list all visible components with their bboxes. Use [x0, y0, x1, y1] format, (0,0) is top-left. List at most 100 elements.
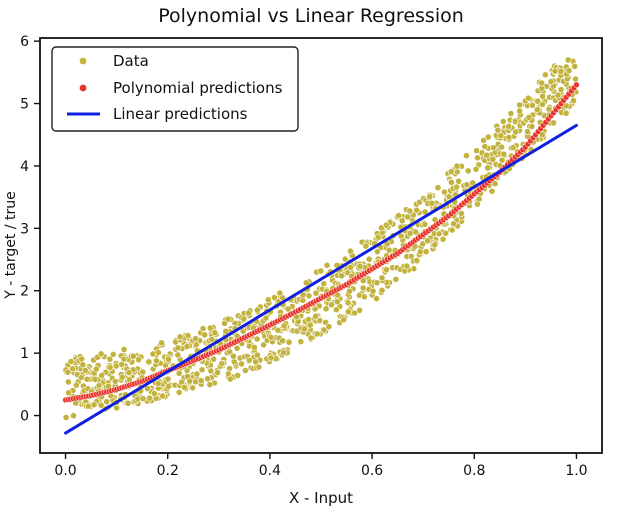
x-tick-label: 0.4	[259, 463, 281, 479]
data-point	[165, 355, 172, 363]
data-point	[164, 375, 172, 383]
data-point	[445, 193, 453, 201]
data-point	[392, 275, 400, 283]
data-point	[211, 329, 219, 336]
data-point	[312, 312, 319, 320]
legend-box	[51, 46, 299, 132]
data-point	[279, 337, 286, 345]
y-tick-label: 6	[20, 34, 29, 50]
data-point	[539, 92, 547, 100]
data-point	[120, 355, 128, 363]
data-point	[406, 230, 414, 237]
data-point	[453, 162, 461, 170]
data-point	[524, 128, 531, 136]
data-point	[154, 380, 162, 387]
data-point	[564, 56, 572, 64]
data-point	[398, 217, 406, 225]
data-point	[245, 356, 253, 364]
data-point	[254, 306, 261, 314]
data-point	[98, 372, 106, 379]
data-point	[541, 71, 549, 79]
data-point	[490, 144, 497, 152]
y-ticks: 0 1 2 3 4 5 6	[20, 34, 40, 425]
linear-prediction-line	[64, 123, 578, 435]
data-point	[346, 247, 354, 255]
data-point	[341, 255, 349, 263]
data-point	[242, 367, 249, 374]
data-point	[103, 398, 111, 406]
data-point	[346, 263, 354, 271]
linear-prediction-series	[64, 123, 578, 435]
data-point	[193, 370, 201, 378]
data-point	[271, 294, 278, 301]
data-point	[373, 295, 380, 303]
data-point	[416, 248, 424, 256]
data-point	[267, 333, 275, 341]
data-point	[224, 315, 232, 323]
data-point	[64, 368, 72, 376]
data-point	[413, 206, 421, 214]
data-point	[154, 349, 162, 356]
data-point	[554, 91, 562, 99]
data-point	[65, 378, 72, 386]
data-point	[306, 321, 314, 329]
y-tick-label: 5	[20, 97, 29, 113]
data-point	[253, 335, 261, 343]
data-point	[176, 333, 184, 341]
x-tick-label: 0.0	[54, 463, 76, 479]
data-point	[165, 382, 172, 390]
data-point	[499, 118, 507, 125]
data-point	[240, 315, 248, 323]
data-point	[362, 242, 370, 250]
data-point	[78, 355, 86, 363]
y-tick-label: 4	[20, 159, 29, 175]
data-point	[280, 322, 288, 330]
data-point	[332, 306, 340, 314]
data-point	[516, 107, 524, 115]
y-tick-label: 3	[20, 221, 29, 237]
data-point	[84, 402, 92, 410]
data-point	[525, 113, 533, 121]
data-point	[472, 165, 480, 173]
data-point	[475, 195, 483, 203]
data-point	[150, 390, 158, 398]
data-point	[570, 97, 577, 105]
data-point	[90, 401, 98, 409]
data-point	[505, 134, 513, 141]
data-point	[426, 193, 434, 201]
data-point	[118, 373, 126, 381]
data-point	[91, 376, 99, 383]
data-point	[382, 221, 390, 229]
data-point	[359, 284, 367, 292]
data-point	[403, 262, 411, 270]
data-point	[497, 132, 505, 140]
data-point	[229, 352, 237, 360]
data-point	[512, 128, 520, 136]
data-point	[198, 366, 206, 374]
data-point	[422, 248, 430, 256]
data-point	[186, 377, 194, 385]
data-point	[189, 384, 197, 392]
data-point	[139, 368, 147, 376]
polynomial-prediction-point	[573, 81, 580, 88]
data-point	[72, 381, 80, 389]
data-point	[129, 352, 137, 360]
data-point	[474, 154, 481, 162]
data-point	[192, 341, 200, 349]
data-point	[463, 152, 470, 159]
data-point	[300, 325, 308, 333]
data-point	[252, 358, 260, 366]
data-point	[317, 267, 325, 275]
data-point	[365, 255, 373, 263]
data-point	[378, 274, 386, 282]
data-point	[97, 401, 105, 409]
data-point	[557, 68, 565, 75]
data-point	[181, 383, 188, 391]
data-point	[207, 367, 215, 375]
x-tick-label: 0.2	[157, 463, 179, 479]
data-point	[230, 358, 238, 366]
data-point	[356, 306, 363, 314]
data-point	[356, 262, 364, 270]
